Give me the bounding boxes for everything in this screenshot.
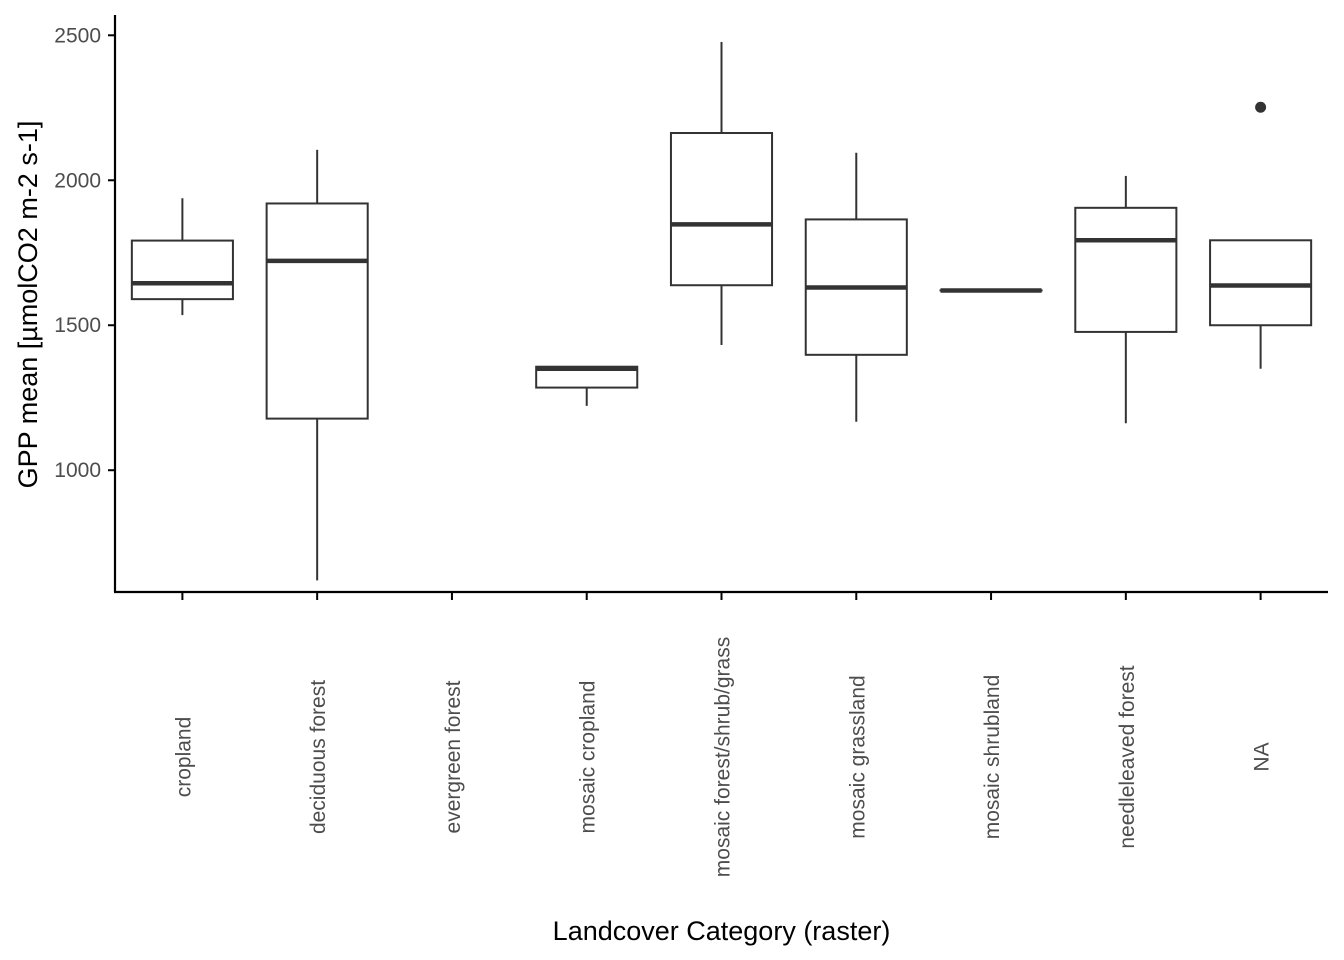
box-group	[265, 149, 369, 581]
y-tick-label: 2500	[54, 24, 101, 47]
x-tick-label: cropland	[172, 717, 195, 798]
y-axis-ticks: 1000 1500 2000 2500	[54, 24, 115, 482]
box-group	[804, 152, 908, 422]
x-tick-label: mosaic cropland	[577, 681, 600, 834]
x-tick-label: needleleaved forest	[1116, 665, 1139, 848]
y-axis-title: GPP mean [µmolCO2 m-2 s-1]	[13, 121, 43, 489]
plot-area	[130, 41, 1313, 581]
x-tick-label: evergreen forest	[442, 680, 465, 833]
x-axis-ticks: cropland deciduous forest evergreen forest…	[172, 592, 1274, 877]
box	[130, 239, 234, 301]
box-group	[535, 365, 639, 406]
y-tick-label: 1000	[54, 459, 101, 482]
x-tick-label: NA	[1251, 742, 1274, 771]
y-tick-label: 2000	[54, 169, 101, 192]
x-tick-label: mosaic shrubland	[981, 675, 1004, 840]
box-group	[130, 198, 234, 316]
box	[265, 202, 369, 420]
x-tick-label: mosaic grassland	[846, 675, 869, 838]
box	[1209, 239, 1313, 327]
outlier-point	[1255, 101, 1267, 113]
box-group	[669, 41, 774, 345]
box-group	[1074, 175, 1178, 424]
box	[669, 132, 774, 287]
x-tick-label: deciduous forest	[307, 680, 330, 834]
x-tick-label: mosaic forest/shrub/grass	[712, 637, 735, 877]
y-tick-label: 1500	[54, 314, 101, 337]
box	[1074, 206, 1178, 333]
x-axis-title: Landcover Category (raster)	[553, 916, 891, 946]
box-group	[1209, 101, 1313, 369]
